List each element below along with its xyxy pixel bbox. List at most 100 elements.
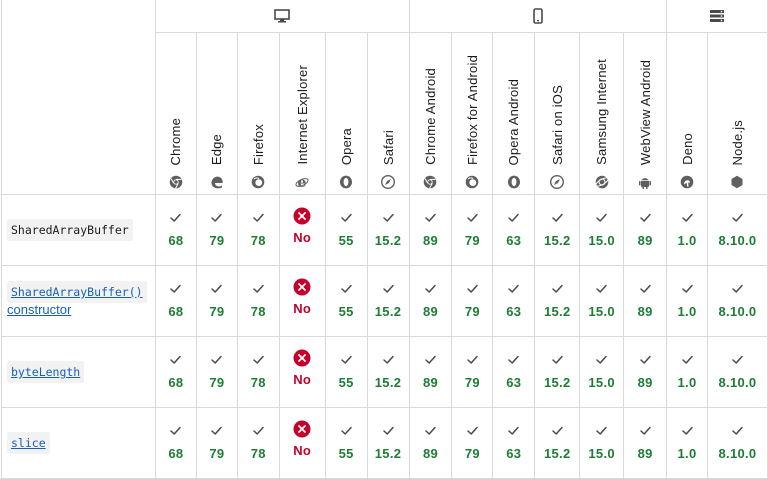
checkmark-icon (170, 213, 182, 222)
support-cell[interactable]: 1.0 (666, 194, 708, 266)
support-cell[interactable]: 63 (492, 407, 536, 479)
support-cell[interactable]: 15.2 (366, 265, 410, 337)
support-cell[interactable]: 8.10.0 (706, 265, 768, 337)
support-cell[interactable]: 68 (154, 407, 197, 479)
support-cell[interactable]: 68 (154, 194, 197, 266)
browser-label: Firefox (250, 123, 266, 165)
feature-link[interactable]: SharedArrayBuffer() constructor (7, 281, 147, 317)
checkmark-icon (639, 213, 651, 222)
support-cell[interactable]: 55 (324, 194, 368, 266)
support-cell[interactable]: 63 (492, 336, 536, 408)
support-cell[interactable]: 55 (324, 407, 368, 479)
checkmark-icon (211, 426, 223, 435)
checkmark-icon (382, 426, 394, 435)
support-cell[interactable]: 78 (236, 194, 280, 266)
support-cell[interactable]: No (278, 265, 326, 337)
support-cell[interactable]: 89 (408, 407, 453, 479)
version-label: 89 (422, 233, 438, 248)
browser-label: Samsung Internet (594, 59, 610, 165)
support-cell[interactable]: 89 (623, 194, 668, 266)
support-cell[interactable]: 68 (154, 265, 197, 337)
support-cell[interactable]: 79 (451, 407, 494, 479)
support-cell[interactable]: 79 (451, 336, 494, 408)
support-cell[interactable]: 68 (154, 336, 197, 408)
support-cell[interactable]: 8.10.0 (706, 407, 768, 479)
support-cell[interactable]: 8.10.0 (706, 336, 768, 408)
version-label: 15.2 (543, 375, 571, 390)
support-cell[interactable]: 89 (408, 265, 453, 337)
version-label: 55 (338, 233, 354, 248)
version-label: 1.0 (677, 304, 697, 319)
checkmark-icon (340, 355, 352, 364)
feature-name-cell: SharedArrayBuffer() constructor (1, 265, 156, 337)
support-cell[interactable]: 78 (236, 407, 280, 479)
support-cell[interactable]: 55 (324, 265, 368, 337)
version-label: 89 (637, 375, 653, 390)
feature-link[interactable]: slice (7, 432, 50, 454)
support-cell[interactable]: 79 (451, 265, 494, 337)
checkmark-icon (382, 355, 394, 364)
support-cell[interactable]: 15.2 (534, 407, 581, 479)
support-cell[interactable]: 1.0 (666, 336, 708, 408)
version-label: 63 (506, 304, 522, 319)
support-cell[interactable]: 89 (408, 336, 453, 408)
support-cell[interactable]: 78 (236, 265, 280, 337)
checkmark-icon (340, 426, 352, 435)
feature-suffix: constructor (7, 302, 72, 317)
support-cell[interactable]: 79 (451, 194, 494, 266)
checkmark-icon (382, 213, 394, 222)
support-cell[interactable]: 89 (623, 265, 668, 337)
version-label: 8.10.0 (718, 233, 757, 248)
feature-name-cell: SharedArrayBuffer (1, 194, 156, 266)
feature-code: SharedArrayBuffer() (7, 281, 147, 303)
browser-header-opera: Opera (324, 32, 368, 195)
feature-link[interactable]: byteLength (7, 361, 85, 383)
support-cell[interactable]: 15.2 (534, 265, 581, 337)
support-cell[interactable]: 15.2 (534, 194, 581, 266)
support-cell[interactable]: 78 (236, 336, 280, 408)
support-cell[interactable]: No (278, 407, 326, 479)
support-cell[interactable]: No (278, 336, 326, 408)
checkmark-icon (170, 426, 182, 435)
support-cell[interactable]: 1.0 (666, 265, 708, 337)
checkmark-icon (425, 284, 436, 293)
checkmark-icon (681, 426, 693, 435)
support-cell[interactable]: 15.0 (579, 265, 625, 337)
support-cell[interactable]: 1.0 (666, 407, 708, 479)
support-cell[interactable]: 15.2 (366, 194, 410, 266)
support-cell[interactable]: 8.10.0 (706, 194, 768, 266)
support-cell[interactable]: 15.2 (366, 336, 410, 408)
support-cell[interactable]: 63 (492, 194, 536, 266)
support-cell[interactable]: 15.2 (534, 336, 581, 408)
version-label: No (293, 230, 312, 245)
checkmark-icon (211, 355, 223, 364)
support-cell[interactable]: 63 (492, 265, 536, 337)
browser-header-deno: Deno (666, 32, 708, 195)
support-cell[interactable]: 79 (195, 407, 238, 479)
support-cell[interactable]: 15.0 (579, 194, 625, 266)
support-cell[interactable]: 79 (195, 336, 238, 408)
desktop-icon (274, 9, 291, 23)
no-support-icon (293, 207, 311, 225)
support-cell[interactable]: 15.2 (366, 407, 410, 479)
browser-header-internet-explorer: Internet Explorer e (278, 32, 326, 195)
version-label: 55 (338, 375, 354, 390)
support-cell[interactable]: 15.0 (579, 336, 625, 408)
support-cell[interactable]: 89 (623, 336, 668, 408)
browser-header-firefox-for-android: Firefox for Android (451, 32, 494, 195)
checkmark-icon (508, 426, 520, 435)
support-cell[interactable]: 15.0 (579, 407, 625, 479)
checkmark-icon (211, 284, 223, 293)
platform-mobile (408, 0, 668, 33)
support-cell[interactable]: 79 (195, 194, 238, 266)
support-cell[interactable]: 55 (324, 336, 368, 408)
safari-icon (381, 175, 396, 189)
support-cell[interactable]: 89 (623, 407, 668, 479)
support-cell[interactable]: 79 (195, 265, 238, 337)
version-label: 8.10.0 (718, 304, 757, 319)
version-label: 68 (168, 304, 184, 319)
feature-name-cell: byteLength (1, 336, 156, 408)
support-cell[interactable]: 89 (408, 194, 453, 266)
support-cell[interactable]: No (278, 194, 326, 266)
no-support-icon (293, 278, 311, 296)
